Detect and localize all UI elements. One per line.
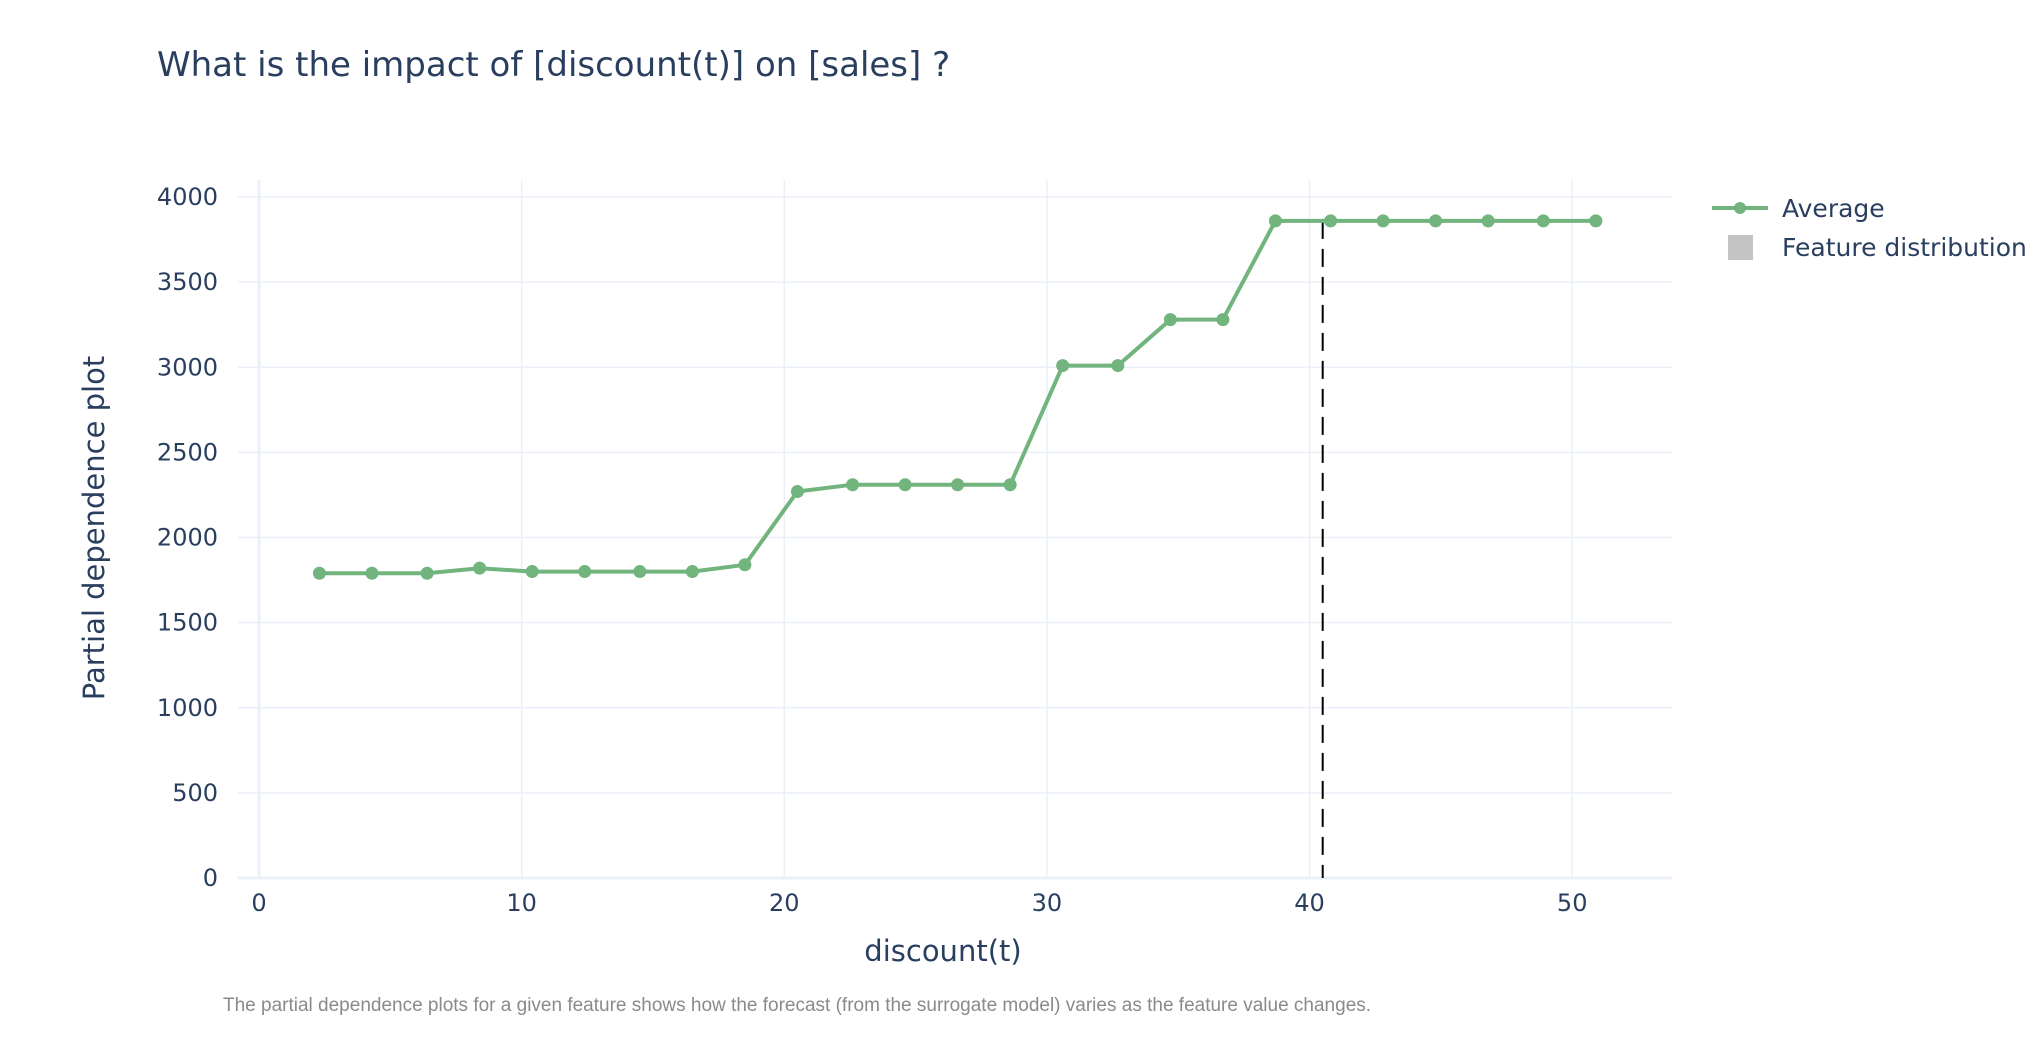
y-tick-label: 500 xyxy=(172,779,218,807)
x-tick-label: 20 xyxy=(769,889,800,917)
grid xyxy=(238,180,1672,878)
data-point[interactable] xyxy=(898,478,912,492)
y-tick-label: 3500 xyxy=(157,268,218,296)
y-tick-label: 2000 xyxy=(157,524,218,552)
y-axis-title: Partial dependence plot xyxy=(77,356,111,700)
series-layer xyxy=(312,214,1603,580)
data-point[interactable] xyxy=(1216,313,1230,327)
data-point[interactable] xyxy=(846,478,860,492)
y-tick-label: 3000 xyxy=(157,353,218,381)
data-point[interactable] xyxy=(312,566,326,580)
data-point[interactable] xyxy=(1481,214,1495,228)
x-tick-label: 40 xyxy=(1294,889,1325,917)
x-tick-label: 10 xyxy=(506,889,537,917)
y-tick-label: 2500 xyxy=(157,438,218,466)
x-tick-label: 0 xyxy=(251,889,266,917)
x-tick-label: 50 xyxy=(1557,889,1588,917)
data-point[interactable] xyxy=(525,565,539,579)
data-point[interactable] xyxy=(1589,214,1603,228)
data-point[interactable] xyxy=(578,565,592,579)
x-axis-title: discount(t) xyxy=(864,934,1021,968)
data-point[interactable] xyxy=(1268,214,1282,228)
data-point[interactable] xyxy=(1056,359,1070,373)
data-point[interactable] xyxy=(951,478,965,492)
data-point[interactable] xyxy=(473,561,487,575)
data-point[interactable] xyxy=(790,485,804,499)
data-point[interactable] xyxy=(420,566,434,580)
data-point[interactable] xyxy=(738,558,752,572)
x-tick-label: 30 xyxy=(1032,889,1063,917)
data-point[interactable] xyxy=(1536,214,1550,228)
y-tick-label: 1500 xyxy=(157,609,218,637)
y-tick-label: 1000 xyxy=(157,694,218,722)
legend-distribution-label: Feature distribution xyxy=(1782,233,2027,262)
data-point[interactable] xyxy=(1429,214,1443,228)
y-tick-label: 0 xyxy=(203,864,218,892)
data-point[interactable] xyxy=(633,565,647,579)
legend-average-marker xyxy=(1734,202,1746,214)
data-point[interactable] xyxy=(1376,214,1390,228)
data-point[interactable] xyxy=(1111,359,1125,373)
y-tick-label: 4000 xyxy=(157,183,218,211)
data-point[interactable] xyxy=(1324,214,1338,228)
legend-item-feature-distribution[interactable]: Feature distribution xyxy=(1728,233,2027,262)
data-point[interactable] xyxy=(685,565,699,579)
data-point[interactable] xyxy=(365,566,379,580)
data-point[interactable] xyxy=(1163,313,1177,327)
legend-item-average[interactable]: Average xyxy=(1712,194,1885,223)
footnote: The partial dependence plots for a given… xyxy=(223,995,1371,1016)
legend-average-label: Average xyxy=(1782,194,1885,223)
axes: 0 500 1000 1500 2000 2500 3000 3500 4000 0 10 20 30 4… xyxy=(157,180,1672,917)
legend: Average Feature distribution xyxy=(1712,194,2027,262)
data-point[interactable] xyxy=(1003,478,1017,492)
legend-distribution-swatch xyxy=(1728,235,1753,260)
series-average-line xyxy=(319,218,1596,576)
chart-title: What is the impact of [discount(t)] on [… xyxy=(157,45,950,85)
